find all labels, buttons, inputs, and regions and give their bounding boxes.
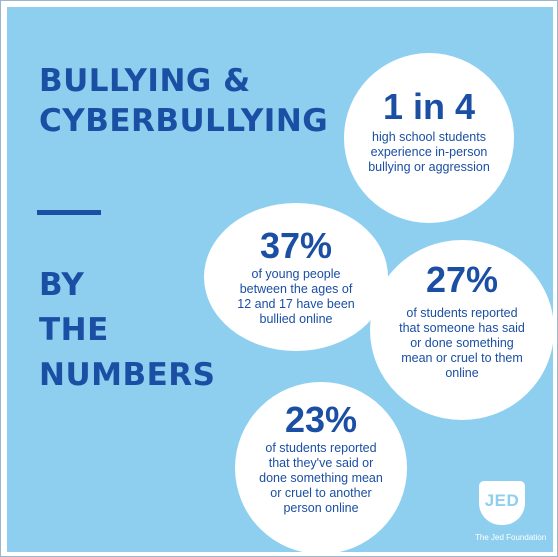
stat-description-line: online <box>445 366 479 380</box>
stat-description-line: 12 and 17 have been <box>237 297 355 311</box>
stat-description-line: person online <box>283 501 359 515</box>
stat-value: 37% <box>259 225 333 266</box>
headline: BULLYING & CYBERBULLYING <box>39 61 328 141</box>
headline-line: BULLYING & <box>39 63 251 99</box>
subheadline: BY THE NUMBERS <box>39 263 215 398</box>
stat-circle-27-percent: 27% of students reported that someone ha… <box>370 240 553 420</box>
divider <box>37 210 101 215</box>
stat-value: 23% <box>284 399 358 440</box>
stat-circle-1-in-4: 1 in 4 high school students experience i… <box>344 53 514 223</box>
stat-description-line: of students reported <box>265 441 377 455</box>
stat-description-line: of young people <box>251 267 341 281</box>
infographic: BULLYING & CYBERBULLYING BY THE NUMBERS … <box>7 7 553 552</box>
stat-description-line: bullying or aggression <box>368 160 490 174</box>
subheadline-line: BY <box>39 267 85 303</box>
stat-description-line: or done something <box>410 336 514 350</box>
stat-description-line: experience in-person <box>370 145 488 159</box>
stat-circle-37-percent: 37% of young people between the ages of … <box>204 203 388 351</box>
stat-description-line: or cruel to another <box>270 486 372 500</box>
stat-description-line: that someone has said <box>399 321 525 335</box>
subheadline-line: THE <box>39 312 109 348</box>
stat-description-line: done something mean <box>259 471 383 485</box>
stat-description-line: mean or cruel to them <box>401 351 523 365</box>
stat-description-line: bullied online <box>259 312 333 326</box>
subheadline-line: NUMBERS <box>39 357 216 393</box>
stat-value: 27% <box>425 259 499 300</box>
headline-line: CYBERBULLYING <box>39 103 329 139</box>
stat-description-line: of students reported <box>406 306 518 320</box>
jed-logo-text: JED <box>484 491 520 510</box>
stat-value: 1 in 4 <box>382 86 476 127</box>
stat-circle-23-percent: 23% of students reported that they've sa… <box>235 382 407 552</box>
jed-logo: JED <box>479 481 525 525</box>
stat-description-line: that they've said or <box>268 456 374 470</box>
stat-description-line: between the ages of <box>239 282 353 296</box>
organization-name: The Jed Foundation <box>475 533 547 542</box>
stat-description-line: high school students <box>372 130 486 144</box>
